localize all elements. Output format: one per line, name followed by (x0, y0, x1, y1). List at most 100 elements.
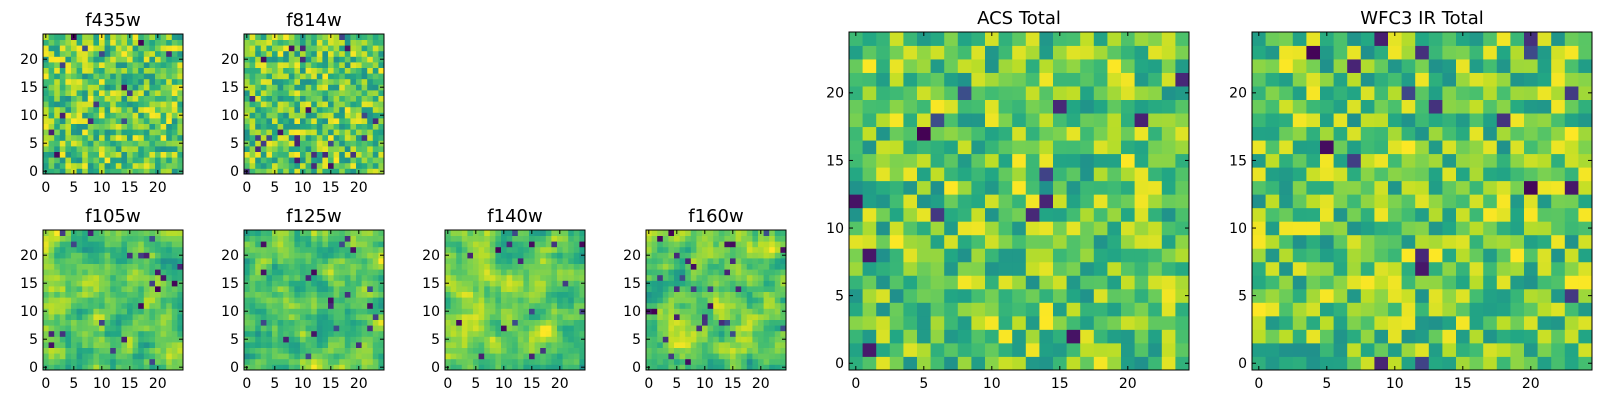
heatmap-cell (551, 230, 558, 236)
heatmap-cell (305, 101, 312, 108)
heatmap-cell (361, 364, 368, 371)
heatmap-cell (456, 358, 463, 365)
heatmap-cell (344, 45, 351, 52)
heatmap-cell (99, 39, 105, 46)
heatmap-cell (149, 140, 156, 147)
heatmap-cell (99, 45, 105, 52)
heatmap-cell (344, 56, 351, 63)
heatmap-cell (889, 113, 904, 128)
heatmap-cell (1066, 302, 1081, 317)
heatmap-cell (48, 246, 55, 253)
heatmap-cell (43, 269, 49, 276)
heatmap-cell (76, 123, 83, 130)
heatmap-cell (149, 56, 156, 63)
heatmap-cell (1279, 167, 1294, 182)
heatmap-cell (155, 258, 161, 264)
heatmap-cell (155, 45, 161, 52)
heatmap-cell (328, 101, 334, 108)
heatmap-cell (76, 50, 83, 57)
heatmap-cell (1551, 275, 1566, 290)
heatmap-cell (143, 45, 150, 52)
heatmap-cell (1025, 99, 1040, 114)
heatmap-cell (149, 241, 156, 248)
heatmap-cell (305, 258, 312, 264)
heatmap-cell (277, 308, 284, 315)
heatmap-cell (1121, 72, 1135, 87)
heatmap-cell (294, 118, 301, 124)
heatmap-cell (65, 252, 72, 259)
heatmap-cell (1134, 59, 1149, 73)
heatmap-cell (266, 364, 273, 371)
heatmap-cell (741, 241, 748, 248)
heatmap-cell (1066, 234, 1081, 249)
heatmap-cell (171, 101, 178, 108)
heatmap-cell (244, 319, 250, 326)
heatmap-cell (985, 86, 999, 100)
heatmap-cell (244, 241, 250, 248)
heatmap-cell (255, 291, 262, 298)
heatmap-cell (255, 112, 262, 119)
heatmap-cell (557, 297, 563, 304)
heatmap-cell (82, 241, 89, 248)
heatmap-cell (316, 50, 323, 57)
heatmap-cell (696, 342, 703, 348)
heatmap-cell (957, 207, 972, 222)
heatmap-cell (48, 78, 55, 85)
heatmap-cell (579, 246, 586, 253)
heatmap-cell (746, 274, 753, 281)
heatmap-cell (277, 123, 284, 130)
heatmap-cell (718, 258, 725, 264)
heatmap-cell (350, 39, 357, 46)
heatmap-cell (171, 106, 178, 113)
heatmap-cell (517, 230, 524, 236)
heatmap-cell (551, 347, 558, 354)
heatmap-cell (110, 342, 117, 348)
heatmap-cell (272, 123, 278, 130)
heatmap-cell (662, 291, 669, 298)
heatmap-cell (149, 235, 156, 242)
heatmap-cell (311, 286, 318, 292)
heatmap-cell (1148, 32, 1163, 46)
heatmap-cell (573, 319, 580, 326)
heatmap-cell (1320, 275, 1334, 290)
heatmap-cell (76, 140, 83, 147)
heatmap-cell (356, 235, 362, 242)
heatmap-cell (1292, 329, 1307, 344)
heatmap-cell (378, 146, 385, 152)
heatmap-cell (545, 291, 552, 298)
heatmap-cell (668, 353, 675, 360)
heatmap-cell (322, 123, 329, 130)
heatmap-cell (367, 246, 374, 253)
heatmap-cell (662, 230, 669, 236)
heatmap-cell (718, 308, 725, 315)
heatmap-cell (127, 67, 133, 74)
heatmap-cell (143, 129, 150, 136)
heatmap-cell (685, 364, 692, 371)
heatmap-cell (110, 302, 117, 309)
heatmap-cell (294, 263, 301, 270)
heatmap-cell (849, 261, 863, 276)
heatmap-cell (361, 358, 368, 365)
heatmap-cell (690, 297, 697, 304)
heatmap-cell (143, 78, 150, 85)
heatmap-cell (138, 129, 145, 136)
heatmap-cell (1510, 194, 1525, 209)
heatmap-cell (350, 286, 357, 292)
heatmap-cell (489, 241, 496, 248)
y-tick-label: 5 (29, 136, 38, 152)
heatmap-cell (121, 269, 128, 276)
heatmap-cell (300, 90, 306, 96)
heatmap-cell (557, 319, 563, 326)
heatmap-cell (985, 356, 999, 371)
heatmap-cell (54, 235, 61, 242)
heatmap-cell (551, 235, 558, 242)
heatmap-cell (155, 140, 161, 147)
heatmap-cell (127, 358, 133, 365)
heatmap-cell (87, 118, 94, 124)
heatmap-cell (512, 291, 519, 298)
heatmap-cell (288, 274, 295, 281)
heatmap-cell (48, 123, 55, 130)
heatmap-cell (1012, 180, 1027, 195)
heatmap-cell (467, 364, 474, 371)
heatmap-cell (328, 118, 334, 124)
